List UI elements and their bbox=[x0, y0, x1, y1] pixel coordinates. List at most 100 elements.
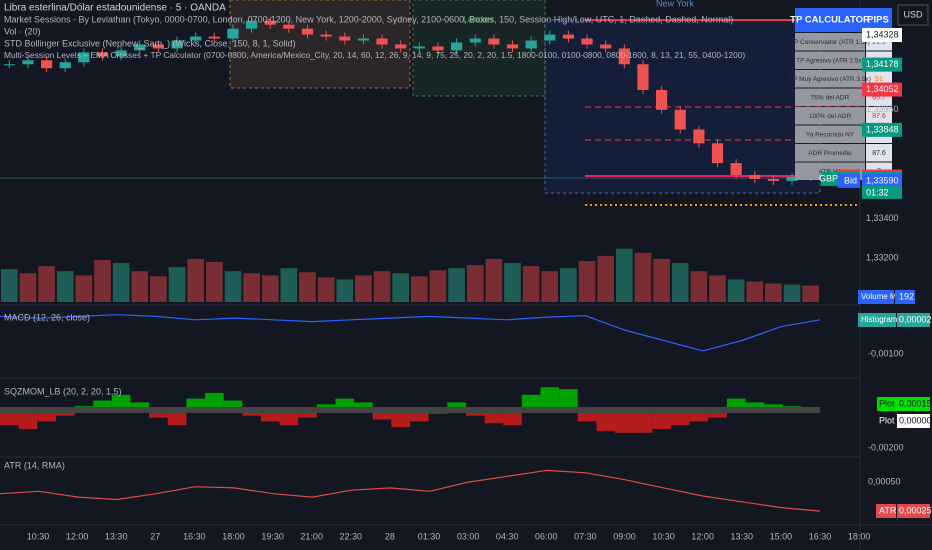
indicator-label: STD Bollinger Exclusive (Nephew_Sam_) (W… bbox=[4, 38, 296, 48]
time-label: 13:30 bbox=[731, 531, 754, 541]
momentum-bar bbox=[596, 410, 615, 431]
volume-bar bbox=[709, 275, 726, 302]
candle bbox=[190, 36, 202, 41]
badge bbox=[897, 313, 930, 327]
momentum-bar bbox=[111, 394, 131, 410]
volume-bar bbox=[392, 273, 409, 302]
table-cell bbox=[795, 125, 865, 143]
time-label: 19:30 bbox=[261, 531, 284, 541]
price-badge bbox=[862, 27, 902, 42]
time-label: 04:30 bbox=[496, 531, 519, 541]
badge-label: ATR bbox=[879, 505, 897, 515]
volume-bar bbox=[131, 271, 149, 302]
countdown: 01:32 bbox=[866, 187, 889, 197]
volume-bar bbox=[317, 277, 335, 302]
table-cell bbox=[795, 70, 865, 88]
pane-title: MACD (12, 26, close) bbox=[4, 312, 90, 322]
axis-label: -0,00200 bbox=[868, 442, 904, 452]
candle bbox=[96, 52, 109, 57]
badge-value: 0,00000 bbox=[899, 415, 932, 425]
momentum-bar bbox=[503, 410, 522, 426]
candle bbox=[488, 38, 500, 45]
volume-bar bbox=[616, 248, 633, 302]
time-label: 10:30 bbox=[652, 531, 675, 541]
time-label: 12:00 bbox=[691, 531, 714, 541]
price-label: 1,33950 bbox=[866, 104, 899, 114]
momentum-bar bbox=[279, 410, 299, 426]
price-label: 1,33590 bbox=[866, 175, 899, 185]
badge-value: 0,00015 bbox=[899, 398, 932, 408]
momentum-bar bbox=[410, 410, 429, 422]
candle bbox=[711, 143, 724, 164]
time-label: 21:00 bbox=[300, 531, 323, 541]
volume-bar bbox=[224, 271, 242, 302]
time-label: 13:30 bbox=[105, 531, 128, 541]
momentum-bar bbox=[521, 394, 541, 410]
candle bbox=[339, 36, 351, 41]
candle bbox=[246, 20, 258, 29]
table-cell bbox=[795, 88, 865, 106]
time-label: 15:00 bbox=[770, 531, 793, 541]
candle bbox=[749, 174, 761, 179]
volume-bar bbox=[429, 270, 447, 302]
momentum-bar bbox=[335, 398, 355, 410]
candle bbox=[637, 64, 649, 90]
volume-bar bbox=[56, 271, 74, 302]
table-header-cell: PIPS bbox=[867, 15, 889, 26]
table-cell-value: 87.6 bbox=[872, 113, 886, 120]
volume-bar bbox=[75, 275, 93, 302]
volume-bar bbox=[746, 281, 764, 302]
time-label: 10:30 bbox=[27, 531, 50, 541]
badge-label: Histogram bbox=[861, 315, 898, 324]
volume-bar bbox=[671, 263, 689, 302]
price-label: 1,33200 bbox=[866, 252, 899, 262]
candle bbox=[41, 60, 53, 69]
table-cell-value: 51 bbox=[875, 76, 883, 83]
table-cell-label: Ya Recorrido NY bbox=[806, 131, 855, 138]
table-cell-value: 65.7 bbox=[872, 95, 886, 102]
volume-bar bbox=[150, 276, 167, 302]
volume-bar bbox=[783, 284, 801, 302]
momentum-bar bbox=[391, 410, 410, 428]
volume-bar bbox=[522, 266, 540, 302]
candle bbox=[3, 64, 15, 66]
momentum-bar bbox=[260, 410, 280, 422]
volume-bar bbox=[727, 279, 745, 302]
candle bbox=[730, 163, 742, 175]
momentum-bar bbox=[670, 410, 690, 426]
candle bbox=[618, 48, 630, 65]
time-label: 09:00 bbox=[613, 531, 636, 541]
candle bbox=[78, 52, 90, 63]
table-cell bbox=[866, 144, 892, 162]
momentum-bar bbox=[223, 400, 243, 410]
momentum-bar bbox=[18, 410, 38, 429]
price-badge bbox=[862, 173, 902, 188]
candle bbox=[59, 62, 71, 69]
table-cell-label: 100% del ADR bbox=[809, 113, 852, 120]
momentum-bar bbox=[540, 387, 560, 410]
volume-bar bbox=[485, 258, 503, 302]
momentum-bar bbox=[726, 398, 746, 410]
candle bbox=[227, 28, 239, 39]
price-label: 1,34052 bbox=[866, 84, 899, 94]
price-label: 1,33400 bbox=[866, 213, 899, 223]
badge bbox=[877, 397, 897, 411]
time-label: 07:30 bbox=[574, 531, 597, 541]
candle bbox=[152, 44, 164, 49]
macd-line bbox=[0, 314, 821, 352]
currency-label[interactable]: USD bbox=[903, 9, 923, 19]
currency-button[interactable] bbox=[897, 4, 929, 26]
candle bbox=[208, 36, 220, 39]
zero-line bbox=[0, 407, 820, 413]
price-badge bbox=[862, 57, 902, 72]
table-cell-value: 21.9 bbox=[872, 39, 886, 46]
candle bbox=[786, 176, 798, 181]
volume-bar bbox=[261, 275, 279, 302]
momentum-bar bbox=[633, 410, 653, 433]
table-cell bbox=[795, 33, 865, 51]
volume-bar bbox=[94, 259, 111, 302]
volume-bar bbox=[336, 279, 354, 302]
candle bbox=[767, 178, 779, 181]
badge-value: 192 bbox=[899, 291, 914, 301]
axis-label: 0,00050 bbox=[868, 476, 901, 486]
